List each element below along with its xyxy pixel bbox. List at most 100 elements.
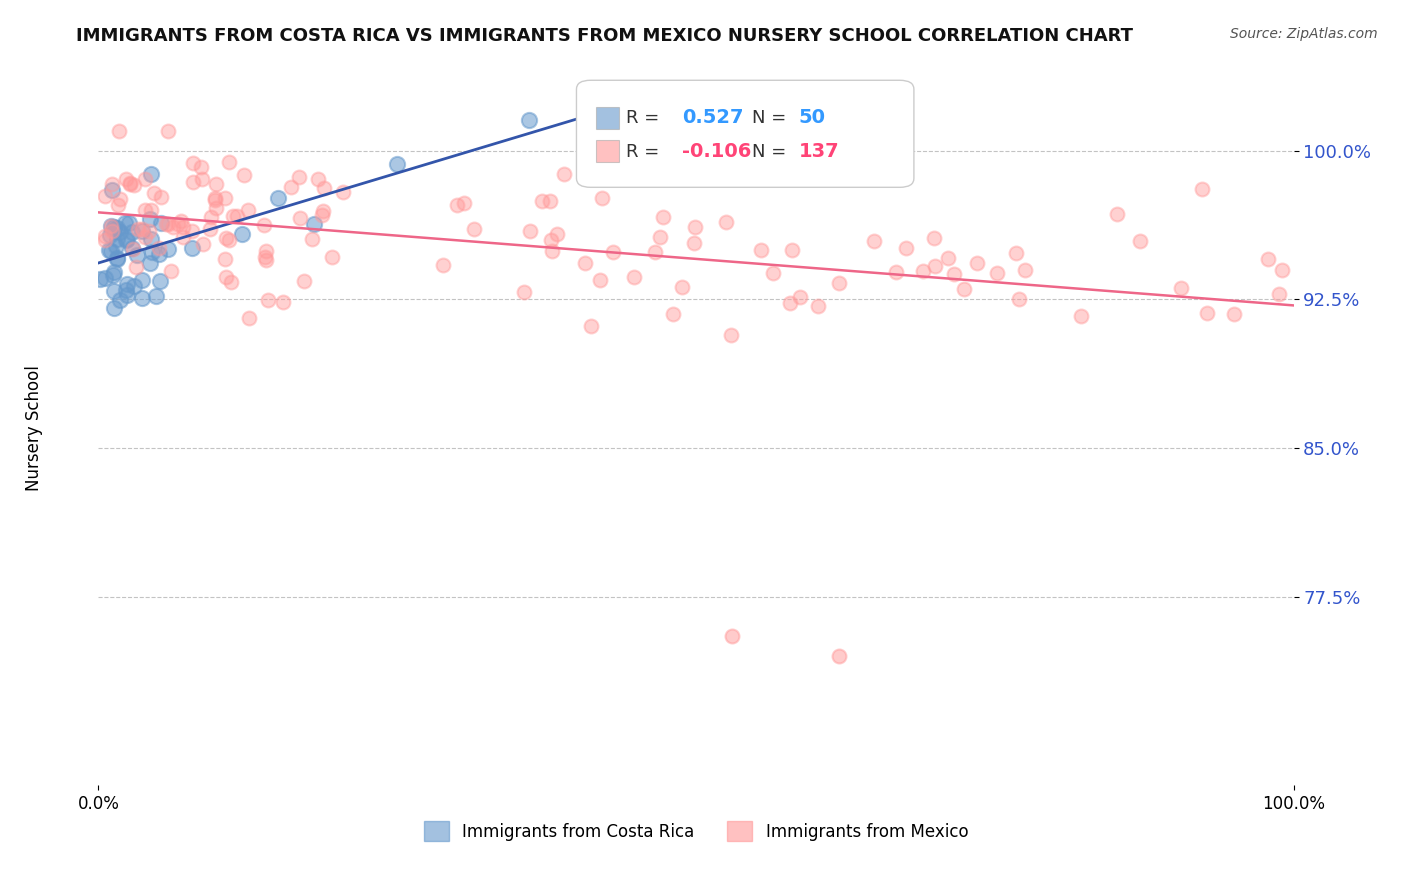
Point [125, 260, 148, 274]
Point [911, 263, 934, 277]
Point [236, 203, 259, 218]
Point [94, 189, 117, 203]
Point [385, 157, 409, 171]
Text: 137: 137 [799, 142, 839, 161]
Point [267, 191, 290, 205]
Point [311, 208, 333, 222]
Point [122, 178, 145, 193]
Point [190, 172, 212, 186]
Point [513, 285, 536, 299]
Point [780, 244, 803, 258]
Point [574, 256, 596, 270]
Point [138, 224, 160, 238]
Point [190, 161, 212, 175]
Point [214, 252, 236, 267]
Point [131, 222, 153, 236]
Point [215, 231, 238, 245]
Point [581, 318, 603, 333]
Point [148, 247, 170, 261]
Point [1223, 307, 1246, 321]
Point [94, 271, 117, 285]
Point [314, 181, 336, 195]
Point [1257, 252, 1279, 266]
Point [463, 222, 485, 236]
Text: R =: R = [626, 143, 665, 161]
Y-axis label: Nursery School: Nursery School [25, 365, 42, 491]
Point [651, 210, 673, 224]
Point [131, 224, 153, 238]
Point [1191, 182, 1213, 196]
Point [538, 194, 561, 208]
Point [107, 124, 129, 138]
Point [215, 269, 238, 284]
Point [254, 244, 277, 259]
Point [280, 180, 302, 194]
Point [103, 301, 125, 316]
Text: N =: N = [752, 143, 792, 161]
Point [683, 236, 706, 251]
Point [204, 177, 226, 191]
Point [540, 233, 562, 247]
Point [138, 255, 160, 269]
Point [181, 241, 204, 255]
Point [159, 264, 181, 278]
Point [807, 299, 830, 313]
Point [986, 266, 1008, 280]
Point [94, 229, 117, 244]
Point [155, 217, 177, 231]
Point [685, 220, 707, 235]
Point [661, 307, 683, 321]
Point [134, 230, 156, 244]
Point [143, 186, 166, 200]
Point [100, 219, 122, 233]
Point [115, 233, 138, 247]
Point [924, 230, 946, 244]
Point [122, 278, 145, 293]
Point [952, 281, 974, 295]
Point [118, 216, 141, 230]
Point [105, 221, 128, 235]
Point [105, 239, 128, 253]
Point [131, 291, 153, 305]
Point [541, 244, 564, 259]
Point [200, 222, 222, 236]
Point [172, 220, 194, 235]
Point [936, 251, 959, 265]
Point [290, 211, 312, 225]
Point [214, 191, 236, 205]
Point [884, 265, 907, 279]
Point [149, 274, 172, 288]
Point [156, 124, 179, 138]
Point [292, 274, 315, 288]
Point [761, 266, 783, 280]
Point [744, 156, 766, 170]
Point [115, 277, 138, 291]
Point [101, 268, 124, 283]
Point [101, 177, 124, 191]
Text: IMMIGRANTS FROM COSTA RICA VS IMMIGRANTS FROM MEXICO NURSERY SCHOOL CORRELATION : IMMIGRANTS FROM COSTA RICA VS IMMIGRANTS… [76, 27, 1133, 45]
Point [1197, 306, 1219, 320]
Point [238, 310, 260, 325]
Point [720, 328, 742, 343]
Point [623, 270, 645, 285]
Point [166, 217, 188, 231]
Point [1268, 286, 1291, 301]
Point [105, 251, 128, 265]
Point [1008, 292, 1031, 306]
Point [127, 221, 149, 235]
Legend: Immigrants from Costa Rica, Immigrants from Mexico: Immigrants from Costa Rica, Immigrants f… [416, 814, 976, 848]
Point [156, 218, 179, 232]
Point [321, 250, 343, 264]
Point [226, 210, 249, 224]
Point [789, 290, 811, 304]
Point [517, 112, 540, 127]
Point [191, 237, 214, 252]
Point [644, 244, 666, 259]
Point [1107, 207, 1129, 221]
Point [602, 245, 624, 260]
Point [114, 216, 136, 230]
Point [139, 202, 162, 217]
Point [141, 244, 163, 259]
Point [218, 155, 240, 169]
Point [779, 296, 801, 310]
